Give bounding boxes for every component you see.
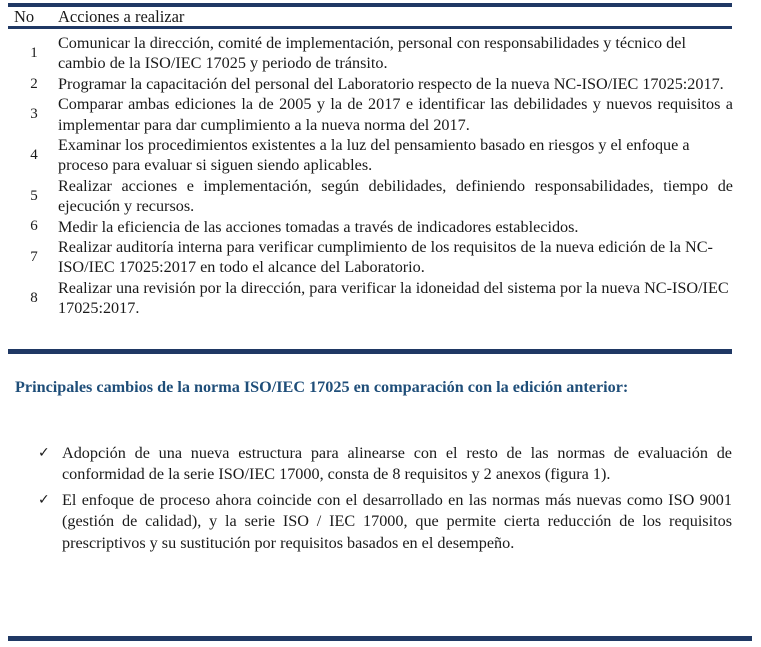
row-action-text: Medir la eficiencia de las acciones toma… bbox=[58, 217, 579, 236]
row-action-text: Comunicar la dirección, comité de implem… bbox=[58, 34, 686, 73]
row-number: 2 bbox=[30, 75, 38, 92]
row-number: 7 bbox=[30, 248, 38, 265]
table-top-rule bbox=[8, 3, 732, 7]
column-header-no: No bbox=[14, 7, 35, 26]
table-row: 5 Realizar acciones e implementación, seg… bbox=[8, 176, 735, 217]
changes-bullet-list: ✓ Adopción de una nueva estructura para a… bbox=[38, 443, 736, 558]
row-action-text: Realizar auditoría interna para verifica… bbox=[58, 238, 713, 277]
row-number: 3 bbox=[30, 106, 38, 123]
table-row: 4 Examinar los procedimientos existentes … bbox=[8, 135, 735, 176]
table-row: 6 Medir la eficiencia de las acciones tom… bbox=[8, 217, 735, 237]
row-number: 5 bbox=[30, 187, 38, 204]
list-item: ✓ Adopción de una nueva estructura para a… bbox=[38, 443, 736, 486]
row-number: 8 bbox=[30, 289, 38, 306]
section-heading: Principales cambios de la norma ISO/IEC … bbox=[15, 378, 629, 396]
table-row: 3 Comparar ambas ediciones la de 2005 y l… bbox=[8, 94, 735, 135]
row-action-text: Programar la capacitación del personal d… bbox=[58, 74, 724, 93]
table-row: 2 Programar la capacitación del personal … bbox=[8, 74, 735, 94]
row-action-text: Realizar acciones e implementación, segú… bbox=[58, 176, 733, 216]
list-item: ✓ El enfoque de proceso ahora coincide co… bbox=[38, 490, 736, 554]
row-action-text: Comparar ambas ediciones la de 2005 y la… bbox=[58, 95, 733, 134]
row-number: 6 bbox=[30, 218, 38, 235]
table-header-rule bbox=[8, 26, 732, 29]
checkmark-icon: ✓ bbox=[38, 445, 50, 461]
row-number: 4 bbox=[30, 146, 38, 163]
list-item-text: Adopción de una nueva estructura para al… bbox=[62, 444, 732, 484]
table-bottom-rule bbox=[8, 349, 732, 354]
table-header-row: No Acciones a realizar bbox=[8, 7, 735, 26]
row-number: 1 bbox=[30, 44, 38, 61]
table-row: 8 Realizar una revisión por la dirección,… bbox=[8, 278, 735, 319]
row-action-text: Examinar los procedimientos existentes a… bbox=[58, 136, 690, 175]
checkmark-icon: ✓ bbox=[38, 491, 50, 508]
page-bottom-rule bbox=[8, 636, 752, 641]
column-header-action: Acciones a realizar bbox=[58, 7, 185, 26]
actions-table: No Acciones a realizar 1 Comunicar la dir… bbox=[8, 7, 735, 319]
table-row: 7 Realizar auditoría interna para verific… bbox=[8, 237, 735, 278]
list-item-text: El enfoque de proceso ahora coincide con… bbox=[62, 490, 732, 552]
table-row: 1 Comunicar la dirección, comité de imple… bbox=[8, 33, 735, 74]
row-action-text: Realizar una revisión por la dirección, … bbox=[58, 278, 729, 318]
table-body: 1 Comunicar la dirección, comité de imple… bbox=[8, 33, 735, 319]
